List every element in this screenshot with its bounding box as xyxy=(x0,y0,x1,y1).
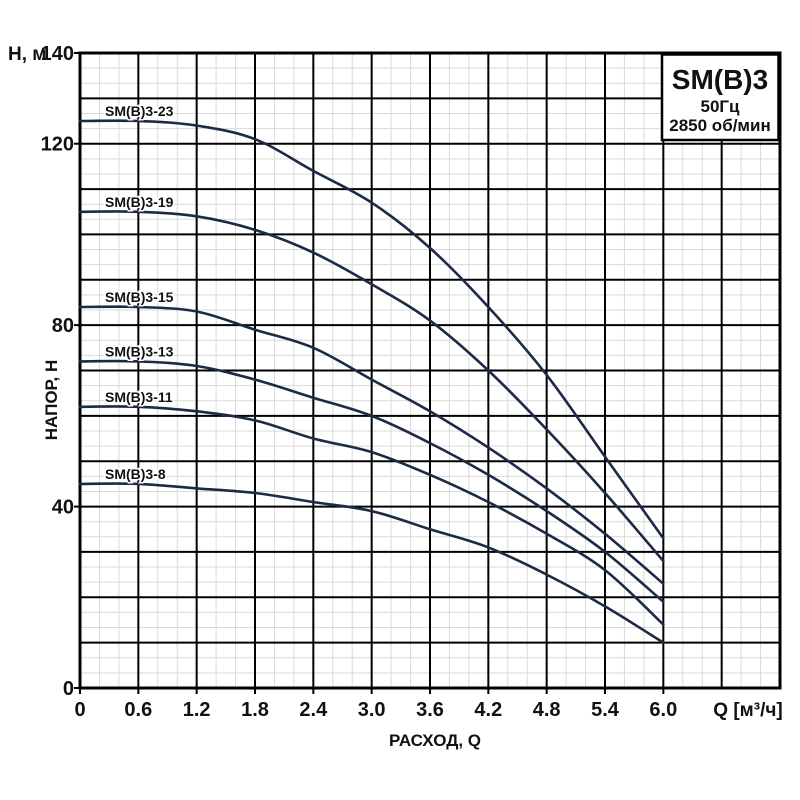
pump-curve xyxy=(78,119,665,540)
y-tick-label: 80 xyxy=(52,315,74,337)
y-corner-label: Н, м xyxy=(8,44,46,65)
title-box: SM(B)3 50Гц 2850 об/мин xyxy=(660,53,780,142)
tick-labels-layer: 0 0.6 1.2 1.8 2.4 3.0 3.6 4.2 4.8 5.4 6.0 140 120 80 4… xyxy=(41,43,678,721)
x-tick-label: 4.2 xyxy=(474,699,502,721)
x-tick-label: 1.2 xyxy=(183,699,211,721)
y-tick-label: 40 xyxy=(52,497,74,519)
x-tick-label: 3.6 xyxy=(416,699,444,721)
x-tick-label: 4.8 xyxy=(533,699,561,721)
title-box-speed: 2850 об/мин xyxy=(669,116,770,135)
curve-label: SM(B)3-8 xyxy=(105,466,166,482)
x-tick-label: 0.6 xyxy=(124,699,152,721)
y-tick-label: 0 xyxy=(63,678,74,700)
pump-curve xyxy=(78,210,665,563)
curve-label: SM(B)3-19 xyxy=(105,194,174,210)
curve-label: SM(B)3-23 xyxy=(105,103,174,119)
major-grid-layer xyxy=(80,53,780,688)
axis-ticks-layer xyxy=(74,52,665,694)
x-tick-label: 1.8 xyxy=(241,699,269,721)
x-tick-label: 5.4 xyxy=(591,699,620,721)
x-unit-label: Q [м³/ч] xyxy=(713,700,782,721)
curve-label: SM(B)3-13 xyxy=(105,343,174,359)
title-box-model: SM(B)3 xyxy=(672,64,768,95)
y-tick-label: 120 xyxy=(41,134,74,156)
pump-curve xyxy=(78,482,665,644)
title-box-frame xyxy=(660,53,780,142)
curves-layer xyxy=(78,119,665,644)
pump-curve xyxy=(78,405,665,626)
x-tick-label: 6.0 xyxy=(649,699,677,721)
curve-label: SM(B)3-15 xyxy=(105,289,174,305)
title-box-frequency: 50Гц xyxy=(701,97,741,116)
y-tick-label: 140 xyxy=(41,43,74,65)
pump-curve xyxy=(78,305,665,585)
curve-label: SM(B)3-11 xyxy=(105,389,173,405)
x-axis-title: РАСХОД, Q xyxy=(389,731,481,750)
y-axis-title: НАПОР, Н xyxy=(42,360,61,440)
curve-labels-layer: SM(B)3-23 SM(B)3-19 SM(B)3-15 SM(B)3-13 SM(B… xyxy=(104,102,176,484)
x-tick-label: 0 xyxy=(74,699,85,721)
pump-curve xyxy=(78,359,665,604)
x-tick-label: 2.4 xyxy=(299,699,328,721)
x-tick-label: 3.0 xyxy=(358,699,386,721)
